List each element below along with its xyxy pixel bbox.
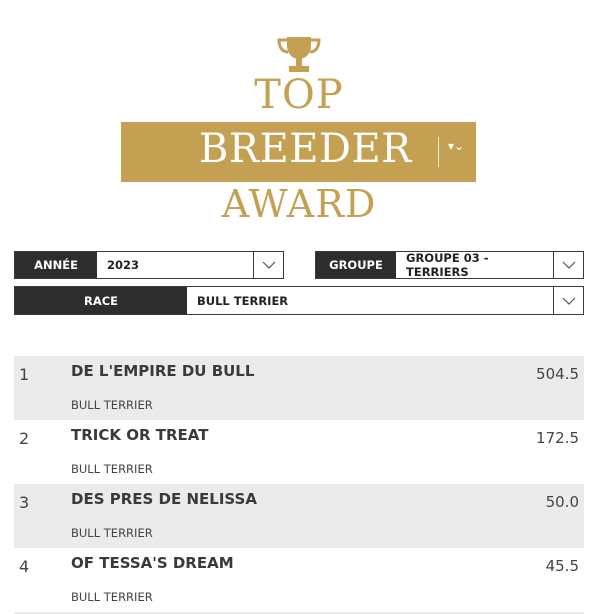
rank-number: 4 bbox=[19, 557, 30, 576]
breeder-name[interactable]: DES PRES DE NELISSA bbox=[71, 490, 257, 508]
list-item[interactable]: 1 DE L'EMPIRE DU BULL BULL TERRIER 504.5 bbox=[14, 356, 584, 420]
chevron-down-icon[interactable]: ▾⌄ bbox=[448, 139, 465, 153]
annee-label: ANNÉE bbox=[15, 252, 97, 278]
score-value: 45.5 bbox=[545, 557, 579, 575]
race-label: RACE bbox=[15, 287, 187, 314]
trophy-icon bbox=[277, 37, 321, 72]
score-value: 504.5 bbox=[536, 365, 579, 383]
divider bbox=[438, 137, 439, 167]
groupe-value[interactable]: GROUPE 03 - TERRIERS bbox=[406, 251, 489, 279]
annee-value[interactable]: 2023 bbox=[107, 258, 140, 272]
ranking-list: 1 DE L'EMPIRE DU BULL BULL TERRIER 504.5… bbox=[14, 356, 584, 612]
rank-number: 3 bbox=[19, 493, 30, 512]
groupe-select[interactable]: GROUPE GROUPE 03 - TERRIERS bbox=[315, 251, 584, 279]
title-award: AWARD bbox=[221, 182, 377, 226]
award-type-selector[interactable]: BREEDER ▾⌄ bbox=[121, 122, 476, 182]
breed-label: BULL TERRIER bbox=[71, 590, 153, 604]
breed-label: BULL TERRIER bbox=[71, 398, 153, 412]
list-item[interactable]: 2 TRICK OR TREAT BULL TERRIER 172.5 bbox=[14, 420, 584, 484]
race-select[interactable]: RACE BULL TERRIER bbox=[14, 286, 584, 315]
score-value: 172.5 bbox=[536, 429, 579, 447]
breeder-name[interactable]: OF TESSA'S DREAM bbox=[71, 554, 234, 572]
chevron-down-icon[interactable] bbox=[553, 252, 583, 278]
chevron-down-icon[interactable] bbox=[253, 252, 283, 278]
annee-select[interactable]: ANNÉE 2023 bbox=[14, 251, 284, 279]
award-type-label: BREEDER bbox=[199, 126, 412, 172]
race-value[interactable]: BULL TERRIER bbox=[197, 293, 289, 308]
list-item[interactable]: 3 DES PRES DE NELISSA BULL TERRIER 50.0 bbox=[14, 484, 584, 548]
chevron-down-icon[interactable] bbox=[553, 287, 583, 314]
rank-number: 1 bbox=[19, 365, 30, 384]
breeder-name[interactable]: TRICK OR TREAT bbox=[71, 426, 209, 444]
list-item[interactable]: 4 OF TESSA'S DREAM BULL TERRIER 45.5 bbox=[14, 548, 584, 612]
breed-label: BULL TERRIER bbox=[71, 526, 153, 540]
breed-label: BULL TERRIER bbox=[71, 462, 153, 476]
groupe-label: GROUPE bbox=[316, 252, 396, 278]
rank-number: 2 bbox=[19, 429, 30, 448]
list-item-partial bbox=[14, 612, 584, 614]
score-value: 50.0 bbox=[545, 493, 579, 511]
title-top: TOP bbox=[254, 72, 344, 118]
breeder-name[interactable]: DE L'EMPIRE DU BULL bbox=[71, 362, 255, 380]
